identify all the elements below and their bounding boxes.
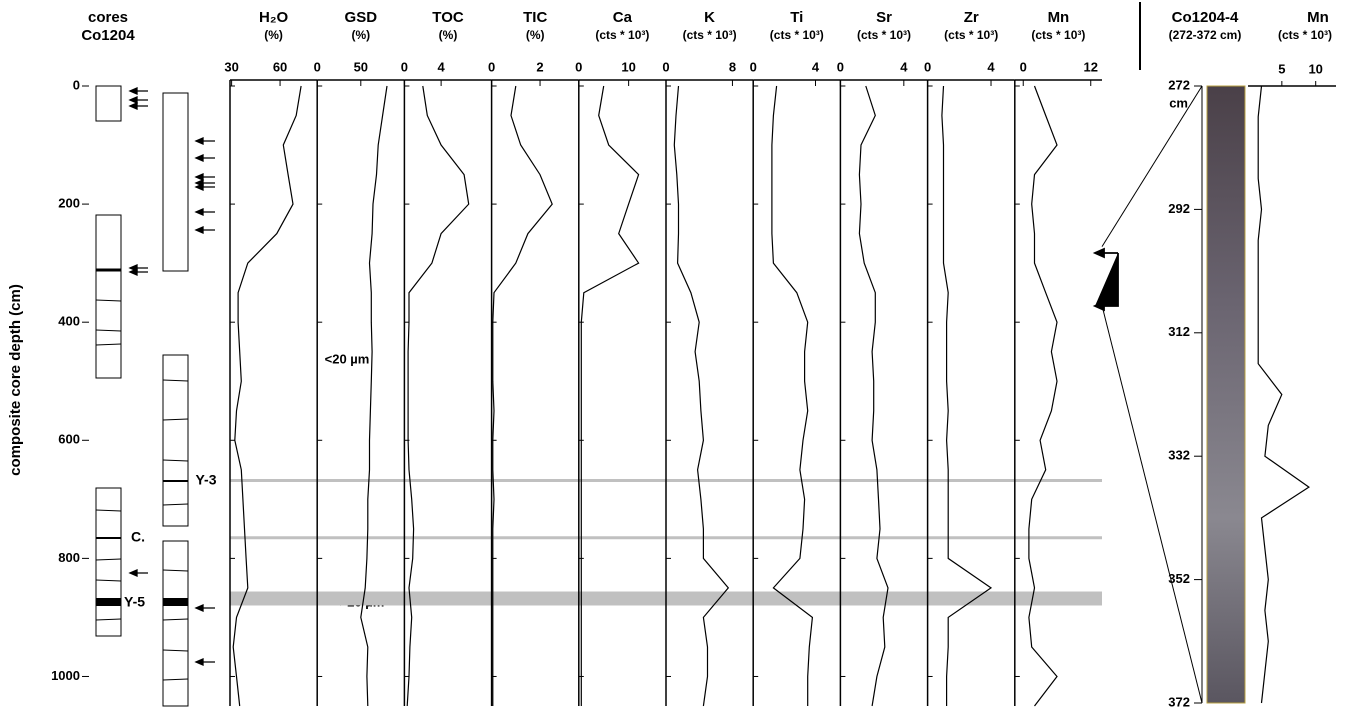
- x-tick-label: 0: [662, 59, 669, 74]
- x-tick-label: 10: [621, 59, 635, 74]
- x-tick-label: 8: [729, 59, 736, 74]
- tephra-label: C.: [131, 529, 145, 545]
- x-tick-label: 4: [900, 59, 908, 74]
- panel-title: TOC: [432, 9, 464, 26]
- y-tick-label: 200: [58, 196, 80, 211]
- panel-title: K: [704, 9, 715, 26]
- x-tick-label: 2: [536, 59, 543, 74]
- core-photo: [1206, 85, 1246, 704]
- profile-line: [492, 85, 553, 706]
- tephra-label: Y-3: [195, 472, 216, 488]
- profile-line: [941, 85, 993, 706]
- photo-title: Co1204-4: [1172, 9, 1239, 26]
- x-tick-label: 0: [488, 59, 495, 74]
- y-axis-label: composite core depth (cm): [7, 284, 24, 476]
- panel-unit: (cts * 10³): [595, 28, 649, 42]
- panel-title: Mn: [1048, 9, 1070, 26]
- panel-title: Sr: [876, 9, 892, 26]
- profile-line: [858, 85, 889, 707]
- x-tick-label: 12: [1084, 59, 1098, 74]
- core-logs: [95, 85, 215, 707]
- y-tick-label: 272: [1168, 77, 1190, 92]
- profile-line: [406, 85, 470, 707]
- x-tick-label: 4: [987, 59, 995, 74]
- panel-unit: (%): [526, 28, 545, 42]
- x-tick-label: 5: [1278, 61, 1285, 76]
- panel-unit: (cts * 10³): [770, 28, 824, 42]
- panel-unit: (cts * 10³): [857, 28, 911, 42]
- cores-title: cores: [88, 9, 128, 26]
- y-tick-label: 352: [1168, 571, 1190, 586]
- profile-line: [360, 85, 388, 707]
- panel-title: Zr: [964, 9, 979, 26]
- y-tick-label: 372: [1168, 694, 1190, 709]
- panel-unit: (cts * 10³): [944, 28, 998, 42]
- zoom-line: [1101, 85, 1203, 247]
- photo-subtitle: (272-372 cm): [1169, 28, 1242, 42]
- zoom-line: [1101, 305, 1203, 704]
- profile-line: [771, 85, 814, 706]
- x-tick-label: 0: [924, 59, 931, 74]
- x-tick-label: 10: [1308, 61, 1322, 76]
- y-unit: cm: [1169, 95, 1188, 110]
- panel-title: H₂O: [259, 9, 288, 26]
- y-tick-label: 400: [58, 314, 80, 329]
- x-tick-label: 4: [437, 59, 445, 74]
- x-tick-label: 0: [1020, 59, 1027, 74]
- panel-unit: (cts * 10³): [1031, 28, 1085, 42]
- panel-unit: (cts * 10³): [1278, 28, 1332, 42]
- x-tick-label: 60: [273, 59, 287, 74]
- profile-line: [1257, 85, 1310, 704]
- x-tick-label: 4: [812, 59, 820, 74]
- profile-line: [232, 85, 302, 707]
- x-tick-label: 0: [837, 59, 844, 74]
- x-tick-label: 0: [401, 59, 408, 74]
- panel-title: Mn: [1307, 9, 1329, 26]
- panel-unit: (cts * 10³): [683, 28, 737, 42]
- y-tick-label: 292: [1168, 201, 1190, 216]
- panel-title: Ti: [790, 9, 803, 26]
- panel-title: GSD: [345, 9, 378, 26]
- x-tick-label: 0: [575, 59, 582, 74]
- profile-line: [580, 85, 640, 706]
- y-tick-label: 600: [58, 432, 80, 447]
- x-tick-label: 50: [354, 59, 368, 74]
- y-tick-label: 1000: [51, 668, 80, 683]
- y-tick-label: 800: [58, 550, 80, 565]
- panel-unit: (%): [351, 28, 370, 42]
- tephra-label: Y-5: [124, 594, 145, 610]
- panel-unit: (%): [439, 28, 458, 42]
- panel-unit: (%): [264, 28, 283, 42]
- x-tick-label: 30: [224, 59, 238, 74]
- x-tick-label: 0: [314, 59, 321, 74]
- y-tick-label: 0: [73, 77, 80, 92]
- grain-note: <20 µm: [325, 351, 370, 366]
- panel-title: TIC: [523, 9, 547, 26]
- y-tick-label: 332: [1168, 448, 1190, 463]
- panel-title: Ca: [613, 9, 633, 26]
- profile-line: [1028, 85, 1058, 707]
- x-tick-label: 0: [750, 59, 757, 74]
- zoom-arrows: [1092, 247, 1119, 312]
- y-tick-label: 312: [1168, 324, 1190, 339]
- profile-line: [673, 85, 730, 707]
- cores-subtitle: Co1204: [81, 27, 135, 44]
